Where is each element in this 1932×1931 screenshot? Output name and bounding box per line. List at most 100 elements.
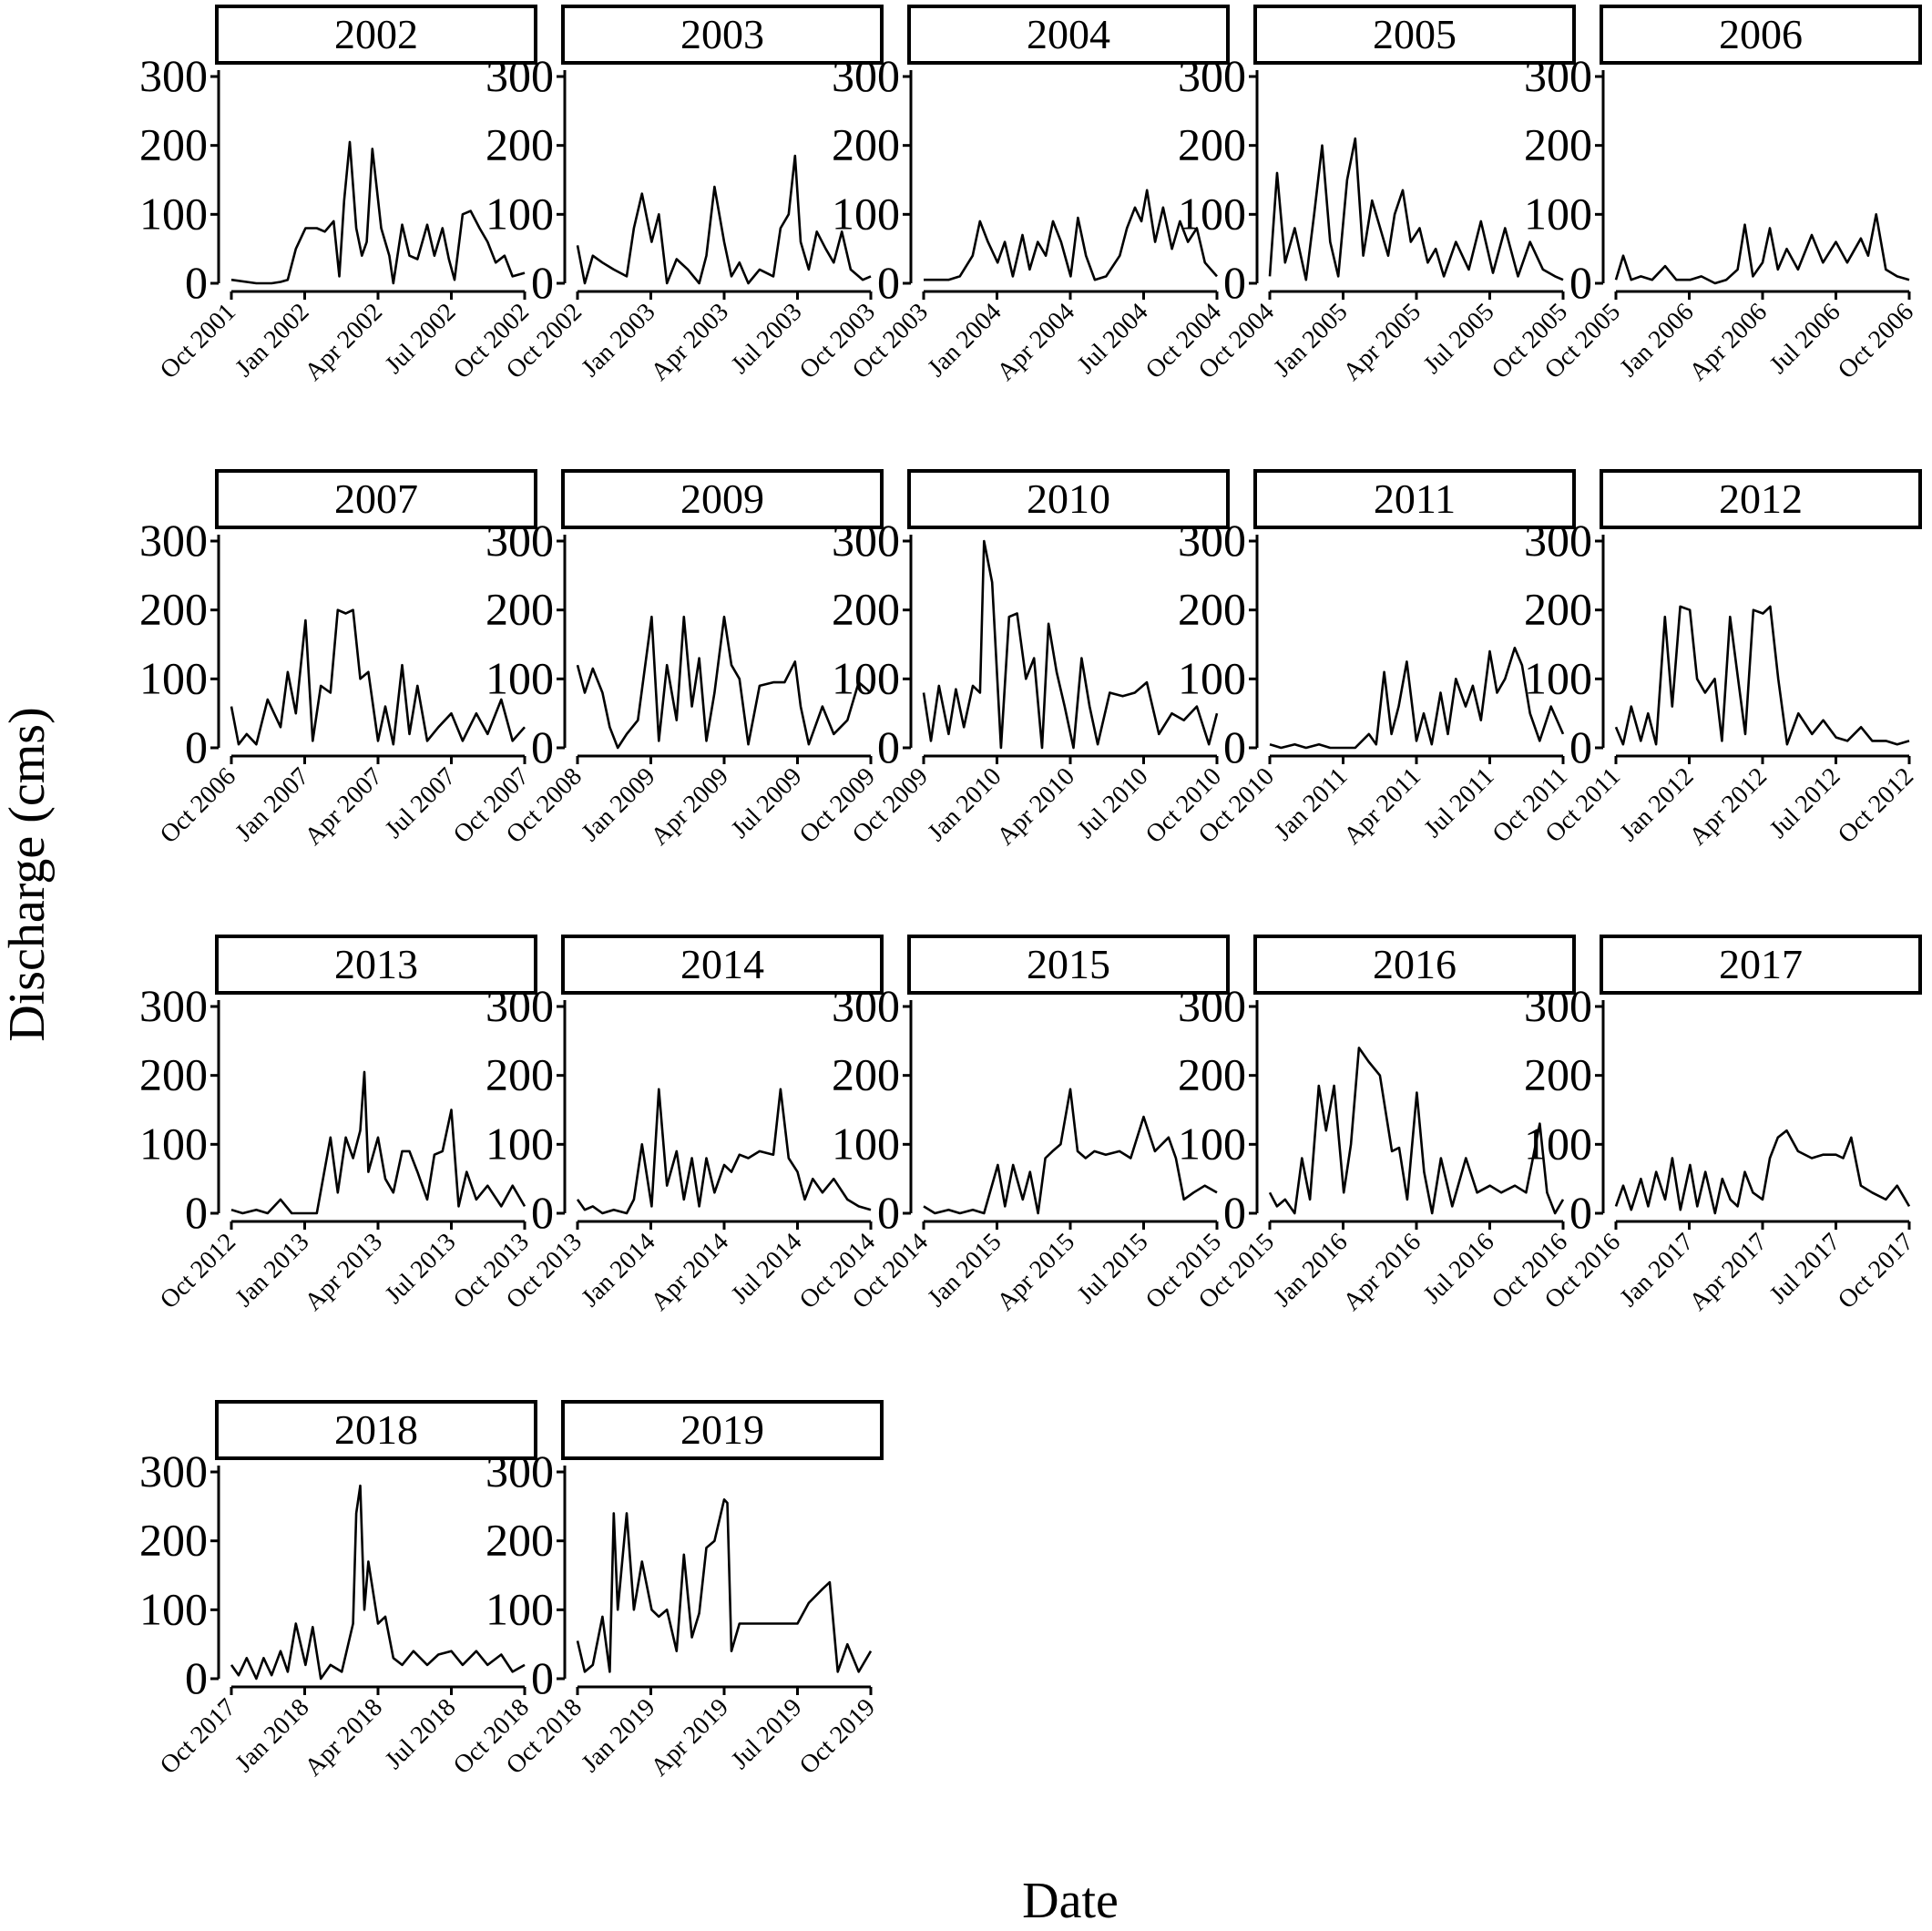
y-tick-label: 200 [486,1049,554,1100]
x-tick-label: Oct 2019 [794,1693,881,1780]
facet-strip-label: 2013 [334,941,418,987]
facet-strip-label: 2010 [1027,475,1110,522]
y-tick-label: 100 [139,1118,208,1169]
facet-strip [1253,935,1576,995]
y-tick-label: 100 [139,652,208,703]
x-tick-label: Oct 2017 [1833,1228,1919,1314]
y-tick-label: 100 [1524,188,1592,239]
y-tick-label: 100 [832,1118,900,1169]
y-tick-label: 100 [1178,188,1246,239]
discharge-line [923,1088,1218,1215]
facet-strip [1600,5,1922,65]
facet-strip [215,1400,537,1460]
y-tick-label: 100 [1524,652,1592,703]
y-tick-label: 0 [1569,257,1592,308]
facet-strip [907,469,1230,529]
facet-strip-label: 2007 [334,475,418,522]
x-tick-label: Oct 2017 [155,1693,241,1780]
x-tick-label: Apr 2006 [1684,298,1773,386]
x-tick-label: Apr 2015 [992,1228,1080,1316]
y-tick-label: 300 [139,980,208,1031]
x-tick-label: Apr 2003 [646,298,734,386]
facet-strip [1600,935,1922,995]
y-tick-label: 300 [1524,515,1592,566]
facet-strip [561,469,884,529]
y-tick-label: 100 [486,188,554,239]
y-tick-label: 200 [139,119,208,170]
facet-strip-label: 2005 [1373,11,1457,57]
x-tick-label: Jul 2017 [1764,1228,1846,1310]
x-tick-label: Apr 2005 [1338,298,1426,386]
y-tick-label: 200 [832,119,900,170]
facet-strip-label: 2017 [1719,941,1803,987]
discharge-line [230,140,526,285]
y-tick-label: 200 [1524,119,1592,170]
facet-strip [215,935,537,995]
y-tick-label: 100 [139,1583,208,1634]
facet-strip-label: 2018 [334,1406,418,1453]
y-tick-label: 0 [1223,1187,1246,1238]
y-tick-label: 100 [486,1118,554,1169]
x-tick-label: Apr 2014 [646,1228,734,1316]
y-tick-label: 0 [1569,1187,1592,1238]
y-tick-label: 100 [486,1583,554,1634]
y-tick-label: 100 [139,188,208,239]
y-tick-label: 200 [1524,1049,1592,1100]
facet-strip [561,5,884,65]
y-tick-label: 300 [832,515,900,566]
y-tick-label: 200 [486,119,554,170]
x-tick-label: Apr 2012 [1684,762,1773,851]
y-tick-label: 300 [1178,50,1246,101]
facet-strip [907,5,1230,65]
facet-strip-label: 2003 [680,11,764,57]
facet-strip [907,935,1230,995]
y-tick-label: 200 [486,584,554,635]
y-tick-label: 0 [185,1652,208,1703]
y-tick-label: 200 [832,1049,900,1100]
y-tick-label: 200 [486,1515,554,1566]
x-tick-label: Apr 2017 [1684,1228,1773,1316]
y-tick-label: 0 [531,721,554,772]
x-tick-label: Apr 2019 [646,1693,734,1782]
y-tick-label: 300 [139,1446,208,1497]
discharge-line [924,189,1218,281]
y-tick-label: 200 [1178,1049,1246,1100]
x-tick-label: Apr 2007 [300,762,388,851]
discharge-line [230,1070,526,1215]
discharge-line [576,1088,872,1215]
x-tick-label: Apr 2009 [646,762,734,851]
facet-strip [561,935,884,995]
x-tick-label: Oct 2001 [155,298,241,384]
x-tick-label: Jul 2003 [726,298,808,380]
y-tick-label: 200 [1178,584,1246,635]
facet-strip-label: 2019 [680,1406,764,1453]
x-tick-label: Jul 2002 [380,298,462,380]
y-tick-label: 300 [832,980,900,1031]
facet-strip [215,469,537,529]
facet-strip-label: 2012 [1719,475,1803,522]
facet-strip-label: 2016 [1373,941,1457,987]
facet-strip-label: 2009 [680,475,764,522]
y-tick-label: 0 [1223,721,1246,772]
x-tick-label: Apr 2004 [992,298,1080,386]
y-tick-label: 300 [1178,515,1246,566]
facet-strip-label: 2004 [1027,11,1110,57]
y-tick-label: 200 [1524,584,1592,635]
discharge-line [1614,605,1910,746]
discharge-line [1614,213,1910,285]
y-tick-label: 0 [877,257,900,308]
discharge-line [1268,1047,1565,1215]
x-tick-label: Jan 2011 [1269,762,1353,846]
y-tick-label: 300 [486,50,554,101]
x-tick-label: Oct 2006 [155,762,241,849]
x-axis-title: Date [1022,1873,1119,1929]
